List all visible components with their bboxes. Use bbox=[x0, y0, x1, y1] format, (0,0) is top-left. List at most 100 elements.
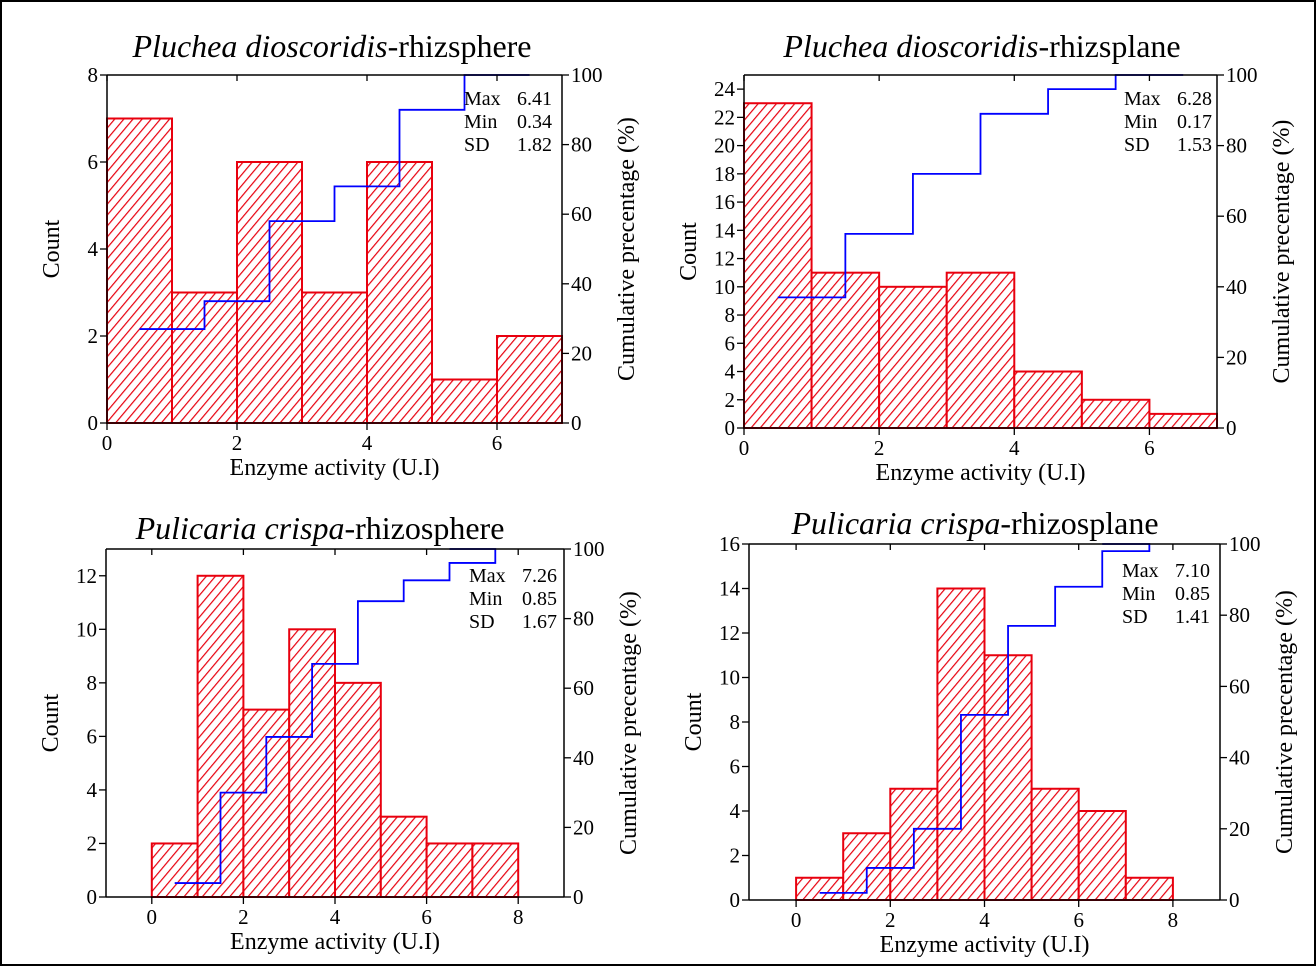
y2-tick-label: 60 bbox=[1229, 674, 1250, 698]
y2-tick-label: 100 bbox=[573, 537, 605, 561]
x-tick-label: 4 bbox=[1009, 436, 1020, 460]
chart-title-rest: -rhizsphere bbox=[388, 28, 532, 64]
stat-value: 1.41 bbox=[1175, 606, 1210, 628]
y2-tick-label: 20 bbox=[573, 815, 594, 839]
histogram-bar bbox=[106, 117, 173, 424]
y-tick-label: 10 bbox=[719, 666, 740, 690]
x-tick-label: 6 bbox=[1073, 908, 1084, 932]
cumulative-line bbox=[819, 543, 1151, 894]
x-tick-label: 8 bbox=[513, 905, 524, 929]
x-axis-label: Enzyme activity (U.I) bbox=[230, 929, 440, 955]
stat-label: SD bbox=[464, 134, 490, 156]
stat-value: 7.10 bbox=[1175, 560, 1210, 582]
stat-value: 0.85 bbox=[1175, 583, 1210, 605]
y2-tick-label: 100 bbox=[1226, 63, 1258, 87]
x-tick-label: 2 bbox=[874, 436, 885, 460]
histogram-bar bbox=[878, 285, 948, 429]
x-tick-label: 4 bbox=[979, 908, 990, 932]
chart-title-italic: Pulicaria crispa bbox=[790, 505, 1000, 541]
y-tick-label: 6 bbox=[87, 724, 98, 748]
y2-tick-label: 40 bbox=[571, 272, 592, 296]
y2-tick-label: 20 bbox=[571, 341, 592, 365]
y-tick-label: 14 bbox=[719, 577, 741, 601]
y2-tick-label: 20 bbox=[1226, 345, 1247, 369]
cumulative-line bbox=[174, 548, 497, 884]
stat-value: 0.85 bbox=[522, 588, 557, 610]
y2-tick-label: 100 bbox=[571, 63, 603, 87]
y-tick-label: 8 bbox=[730, 710, 741, 734]
chart-title-rest: -rhizosplane bbox=[1000, 505, 1158, 541]
stat-label: Max bbox=[1124, 88, 1161, 110]
y2-tick-label: 80 bbox=[1226, 134, 1247, 158]
y2-tick-label: 40 bbox=[573, 746, 594, 770]
y-tick-label: 2 bbox=[88, 324, 99, 348]
y-tick-label: 4 bbox=[87, 778, 98, 802]
y-tick-label: 8 bbox=[87, 671, 98, 695]
x-tick-label: 0 bbox=[739, 436, 750, 460]
y2-tick-label: 40 bbox=[1229, 746, 1250, 770]
y-tick-label: 16 bbox=[719, 532, 740, 556]
stat-label: SD bbox=[1122, 606, 1148, 628]
stat-label: Max bbox=[469, 565, 506, 587]
histogram-bar bbox=[366, 161, 433, 424]
stat-value: 1.53 bbox=[1177, 134, 1212, 156]
y-tick-label: 14 bbox=[714, 218, 736, 242]
histogram-bar bbox=[1013, 370, 1083, 429]
y-tick-label: 0 bbox=[730, 888, 741, 912]
histogram-bar bbox=[1124, 876, 1174, 901]
y2-tick-label: 60 bbox=[1226, 204, 1247, 228]
y-tick-label: 2 bbox=[87, 831, 98, 855]
y-tick-label: 12 bbox=[714, 247, 735, 271]
y-tick-label: 10 bbox=[76, 617, 97, 641]
y2-tick-label: 40 bbox=[1226, 275, 1247, 299]
x-axis-label: Enzyme activity (U.I) bbox=[880, 932, 1090, 958]
y-tick-label: 12 bbox=[76, 564, 97, 588]
y-tick-label: 16 bbox=[714, 190, 735, 214]
y-tick-label: 6 bbox=[725, 331, 736, 355]
x-tick-label: 0 bbox=[791, 908, 802, 932]
y-tick-label: 24 bbox=[714, 77, 736, 101]
y-tick-label: 4 bbox=[88, 237, 99, 261]
y2-tick-label: 20 bbox=[1229, 817, 1250, 841]
y-tick-label: 0 bbox=[725, 416, 736, 440]
histogram-bar bbox=[1080, 398, 1151, 430]
x-axis-label: Enzyme activity (U.I) bbox=[230, 455, 440, 481]
y-tick-label: 6 bbox=[88, 150, 99, 174]
x-tick-label: 8 bbox=[1168, 908, 1179, 932]
histogram-bar bbox=[471, 842, 520, 899]
y-tick-label: 2 bbox=[725, 388, 736, 412]
chart-title: Pluchea dioscoridis-rhizsplane bbox=[782, 28, 1180, 64]
histogram-bar bbox=[334, 681, 382, 898]
y-axis-label: Count bbox=[38, 693, 64, 752]
y2-tick-label: 80 bbox=[1229, 603, 1250, 627]
y2-tick-label: 60 bbox=[573, 676, 594, 700]
y-tick-label: 0 bbox=[87, 885, 98, 909]
stat-label: Min bbox=[469, 588, 502, 610]
x-tick-label: 2 bbox=[238, 905, 249, 929]
chart-title-rest: -rhizsplane bbox=[1038, 28, 1180, 64]
y-tick-label: 12 bbox=[719, 621, 740, 645]
x-tick-label: 6 bbox=[1144, 436, 1155, 460]
stat-label: Max bbox=[464, 88, 501, 110]
chart-title: Pulicaria crispa-rhizosphere bbox=[135, 510, 505, 546]
chart-title-italic: Pluchea dioscoridis bbox=[782, 28, 1038, 64]
x-tick-label: 4 bbox=[330, 905, 341, 929]
x-tick-label: 0 bbox=[102, 431, 113, 455]
y-tick-label: 0 bbox=[88, 411, 99, 435]
stat-value: 1.67 bbox=[522, 611, 557, 633]
histogram-bar bbox=[301, 291, 368, 424]
histogram-bar bbox=[496, 335, 563, 424]
stat-value: 0.34 bbox=[517, 111, 552, 133]
y-tick-label: 8 bbox=[725, 303, 736, 327]
stat-label: SD bbox=[1124, 134, 1150, 156]
y2-tick-label: 0 bbox=[1229, 888, 1240, 912]
x-tick-label: 4 bbox=[362, 431, 373, 455]
y-tick-label: 22 bbox=[714, 105, 735, 129]
y2-tick-label: 80 bbox=[571, 133, 592, 157]
y-axis-label: Count bbox=[676, 222, 702, 281]
y-tick-label: 20 bbox=[714, 134, 735, 158]
x-tick-label: 6 bbox=[421, 905, 432, 929]
